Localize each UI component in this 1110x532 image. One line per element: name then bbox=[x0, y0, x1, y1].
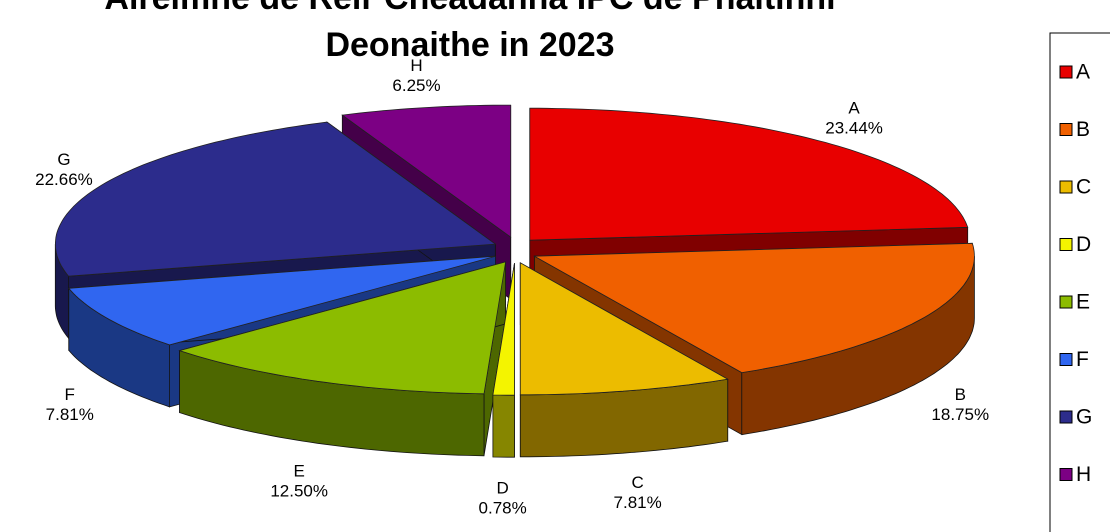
legend-label: E bbox=[1076, 291, 1090, 314]
data-label: 0.78% bbox=[479, 498, 527, 517]
chart-title: Áireimhe de Réir Chéadanna IPC de Phaiti… bbox=[104, 0, 837, 17]
data-label: H bbox=[410, 56, 422, 75]
data-label: 7.81% bbox=[46, 405, 94, 424]
data-label: A bbox=[848, 98, 860, 117]
chart-title: Deonaithe in 2023 bbox=[325, 26, 614, 64]
legend-swatch bbox=[1059, 295, 1073, 309]
legend-swatch bbox=[1059, 410, 1073, 424]
data-label: D bbox=[496, 478, 508, 497]
data-label: 23.44% bbox=[825, 118, 883, 137]
legend-label: B bbox=[1076, 118, 1090, 141]
data-label: C bbox=[632, 473, 644, 492]
slice bbox=[532, 242, 975, 374]
legend-swatch bbox=[1059, 353, 1073, 366]
slice bbox=[529, 107, 969, 241]
data-label: 7.81% bbox=[614, 493, 662, 512]
legend-box bbox=[1049, 32, 1110, 532]
legend-label: G bbox=[1076, 406, 1092, 429]
slice bbox=[67, 255, 496, 346]
legend-swatch bbox=[1059, 123, 1073, 136]
data-label: F bbox=[65, 385, 75, 404]
legend-swatch bbox=[1059, 468, 1073, 481]
data-label: B bbox=[955, 385, 966, 404]
slice bbox=[178, 261, 507, 395]
legend-label: C bbox=[1076, 176, 1091, 199]
legend-label: A bbox=[1076, 61, 1090, 84]
legend-label: D bbox=[1076, 233, 1091, 256]
legend-swatch bbox=[1059, 65, 1073, 79]
slice bbox=[341, 104, 512, 238]
legend-swatch bbox=[1059, 238, 1073, 251]
legend-label: H bbox=[1076, 463, 1091, 486]
slice bbox=[55, 121, 497, 277]
data-label: 18.75% bbox=[931, 405, 989, 424]
pie bbox=[54, 104, 975, 458]
data-label: 12.50% bbox=[270, 481, 328, 500]
data-label: 6.25% bbox=[392, 76, 440, 95]
data-label: G bbox=[57, 150, 70, 169]
data-label: 22.66% bbox=[35, 170, 93, 189]
data-label: E bbox=[293, 461, 304, 480]
legend-label: F bbox=[1076, 348, 1089, 371]
legend-swatch bbox=[1059, 180, 1073, 194]
slice bbox=[519, 262, 729, 396]
legend: A B C D E F G H bbox=[1059, 61, 1092, 486]
slice-side bbox=[492, 394, 515, 458]
slice bbox=[492, 263, 515, 396]
